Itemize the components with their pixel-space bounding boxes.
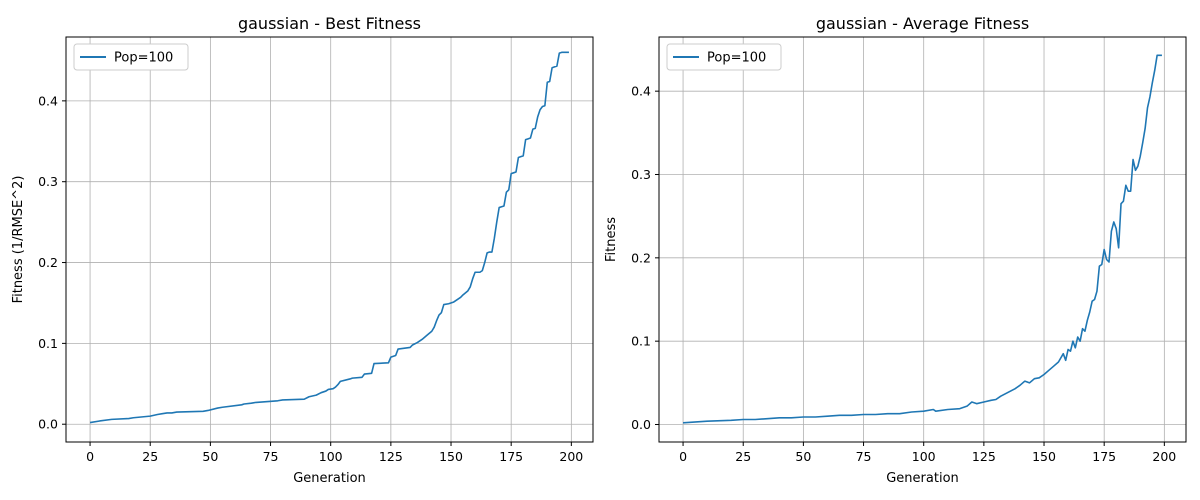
grid-lines (66, 37, 593, 442)
legend-box (666, 43, 782, 71)
x-tick-label: 25 (735, 449, 751, 464)
x-tick-label: 50 (202, 449, 218, 464)
legend: Pop=100 (73, 43, 189, 71)
chart-title: gaussian - Average Fitness (816, 14, 1029, 33)
average-fitness-chart: 0 25 50 75 100 125 150 175 200 0.0 0.1 0.2 0.3 0.4 ga… (604, 14, 1187, 486)
y-tick-label: 0.0 (38, 417, 58, 432)
x-axis-label: Generation (293, 471, 366, 486)
x-tick-label: 50 (795, 449, 811, 464)
y-tick-label: 0.1 (38, 336, 58, 351)
legend: Pop=100 (666, 43, 782, 71)
x-tick-label: 0 (679, 449, 687, 464)
x-tick-label: 75 (263, 449, 279, 464)
y-tick-label: 0.2 (38, 255, 58, 270)
chart-title: gaussian - Best Fitness (238, 14, 421, 33)
x-tick-label: 75 (856, 449, 872, 464)
y-tick-label: 0.0 (631, 417, 651, 432)
x-tick-label: 25 (142, 449, 158, 464)
y-tick-label: 0.3 (631, 167, 651, 182)
best-fitness-chart: 0 25 50 75 100 125 150 175 200 0.0 0.1 0.2 0.3 0.4 ga… (11, 14, 594, 486)
tick-marks: 0 25 50 75 100 125 150 175 200 0.0 0.1 0.2 0.3 0.4 (631, 84, 1176, 464)
x-tick-label: 100 (319, 449, 343, 464)
x-tick-label: 150 (439, 449, 463, 464)
legend-label: Pop=100 (707, 51, 766, 66)
x-tick-label: 200 (1152, 449, 1176, 464)
series-group (683, 54, 1162, 424)
series-line (683, 54, 1162, 424)
axes-border (65, 36, 594, 443)
y-tick-label: 0.4 (631, 84, 651, 99)
series-line (89, 51, 569, 424)
y-axis-label: Fitness (604, 217, 619, 262)
grid-lines (659, 37, 1186, 442)
axes-frame (659, 37, 1186, 442)
y-tick-label: 0.3 (38, 174, 58, 189)
series-group (89, 51, 569, 424)
y-axis-label: Fitness (1/RMSE^2) (11, 176, 26, 304)
legend-box (73, 43, 189, 71)
x-tick-label: 150 (1032, 449, 1056, 464)
axes-border (658, 36, 1187, 443)
tick-marks: 0 25 50 75 100 125 150 175 200 0.0 0.1 0.2 0.3 0.4 (38, 93, 583, 464)
legend-label: Pop=100 (114, 51, 173, 66)
x-tick-label: 125 (379, 449, 403, 464)
axes-frame (66, 37, 593, 442)
x-tick-label: 175 (1092, 449, 1116, 464)
x-tick-label: 200 (559, 449, 583, 464)
y-tick-label: 0.1 (631, 334, 651, 349)
x-tick-label: 175 (499, 449, 523, 464)
x-tick-label: 125 (972, 449, 996, 464)
x-tick-label: 0 (86, 449, 94, 464)
x-tick-label: 100 (912, 449, 936, 464)
x-axis-label: Generation (886, 471, 959, 486)
y-tick-label: 0.2 (631, 250, 651, 265)
y-tick-label: 0.4 (38, 93, 58, 108)
